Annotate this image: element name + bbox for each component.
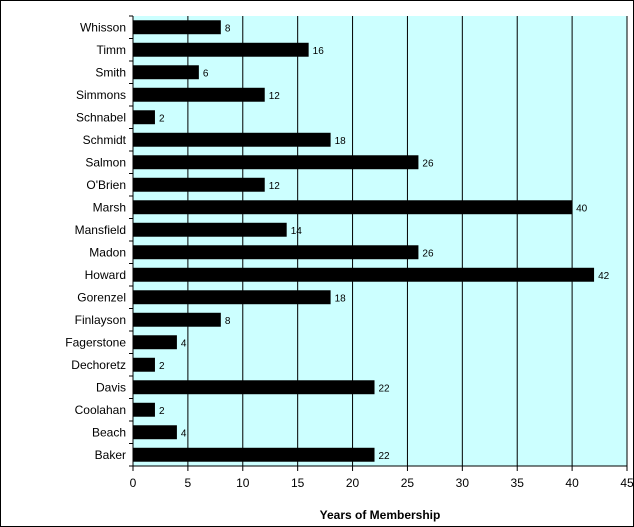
bar bbox=[133, 132, 331, 147]
data-label: 4 bbox=[181, 338, 187, 349]
bar bbox=[133, 380, 375, 395]
bar bbox=[133, 357, 155, 372]
x-tick-label: 30 bbox=[456, 476, 470, 490]
category-label: Dechoretz bbox=[71, 358, 126, 372]
bar bbox=[133, 245, 419, 260]
data-label: 42 bbox=[598, 271, 610, 282]
category-label: Howard bbox=[85, 268, 126, 282]
category-label: Smith bbox=[95, 65, 126, 79]
category-label: O'Brien bbox=[86, 178, 126, 192]
category-label: Salmon bbox=[85, 155, 126, 169]
data-label: 26 bbox=[422, 248, 434, 259]
bar bbox=[133, 335, 177, 350]
category-label: Schmidt bbox=[83, 133, 127, 147]
data-label: 2 bbox=[159, 361, 165, 372]
x-tick-label: 5 bbox=[185, 476, 192, 490]
bar bbox=[133, 87, 265, 102]
plot-area bbox=[133, 16, 627, 466]
x-tick-label: 15 bbox=[291, 476, 305, 490]
category-label: Coolahan bbox=[75, 403, 126, 417]
data-label: 16 bbox=[313, 46, 325, 57]
bar bbox=[133, 110, 155, 125]
x-tick-label: 25 bbox=[401, 476, 415, 490]
data-label: 8 bbox=[225, 23, 231, 34]
category-label: Timm bbox=[96, 43, 126, 57]
category-label: Davis bbox=[96, 380, 126, 394]
data-label: 2 bbox=[159, 406, 165, 417]
category-label: Gorenzel bbox=[77, 290, 126, 304]
data-label: 12 bbox=[269, 181, 281, 192]
x-tick-label: 20 bbox=[346, 476, 360, 490]
category-label: Schnabel bbox=[76, 110, 126, 124]
bar bbox=[133, 222, 287, 237]
bars bbox=[133, 20, 595, 462]
category-label: Fagerstone bbox=[65, 335, 126, 349]
data-label: 4 bbox=[181, 428, 187, 439]
category-label: Finlayson bbox=[75, 313, 126, 327]
x-tick-label: 10 bbox=[236, 476, 250, 490]
x-tick-label: 0 bbox=[130, 476, 137, 490]
bar bbox=[133, 42, 309, 57]
data-label: 18 bbox=[335, 293, 347, 304]
data-label: 22 bbox=[379, 451, 391, 462]
bar bbox=[133, 155, 419, 170]
category-label: Beach bbox=[92, 425, 126, 439]
bar bbox=[133, 267, 595, 282]
data-label: 40 bbox=[576, 203, 588, 214]
category-label: Mansfield bbox=[75, 223, 126, 237]
data-label: 26 bbox=[422, 158, 434, 169]
category-label: Baker bbox=[95, 448, 126, 462]
data-label: 12 bbox=[269, 91, 281, 102]
x-tick-label: 45 bbox=[620, 476, 633, 490]
category-label: Madon bbox=[89, 245, 126, 259]
category-label: Simmons bbox=[76, 88, 126, 102]
category-label: Whisson bbox=[80, 20, 126, 34]
bar bbox=[133, 200, 573, 215]
x-tick-label: 40 bbox=[565, 476, 579, 490]
data-label: 2 bbox=[159, 113, 165, 124]
data-label: 6 bbox=[203, 68, 209, 79]
data-label: 22 bbox=[379, 383, 391, 394]
data-label: 18 bbox=[335, 136, 347, 147]
x-axis-title: Years of Membership bbox=[320, 508, 441, 522]
bar bbox=[133, 402, 155, 417]
data-label: 14 bbox=[291, 226, 303, 237]
category-label: Marsh bbox=[93, 200, 126, 214]
category-labels: Whisson Timm Smith Simmons Schnabel Schmidt Sa… bbox=[65, 15, 133, 467]
x-axis-ticks: 0 5 10 15 20 25 30 35 40 45 bbox=[130, 466, 633, 490]
bar bbox=[133, 290, 331, 305]
x-tick-label: 35 bbox=[511, 476, 525, 490]
data-label: 8 bbox=[225, 316, 231, 327]
bar bbox=[133, 20, 221, 35]
bar bbox=[133, 312, 221, 327]
bar bbox=[133, 65, 199, 80]
bar bbox=[133, 425, 177, 440]
bar bbox=[133, 447, 375, 462]
bar bbox=[133, 177, 265, 192]
